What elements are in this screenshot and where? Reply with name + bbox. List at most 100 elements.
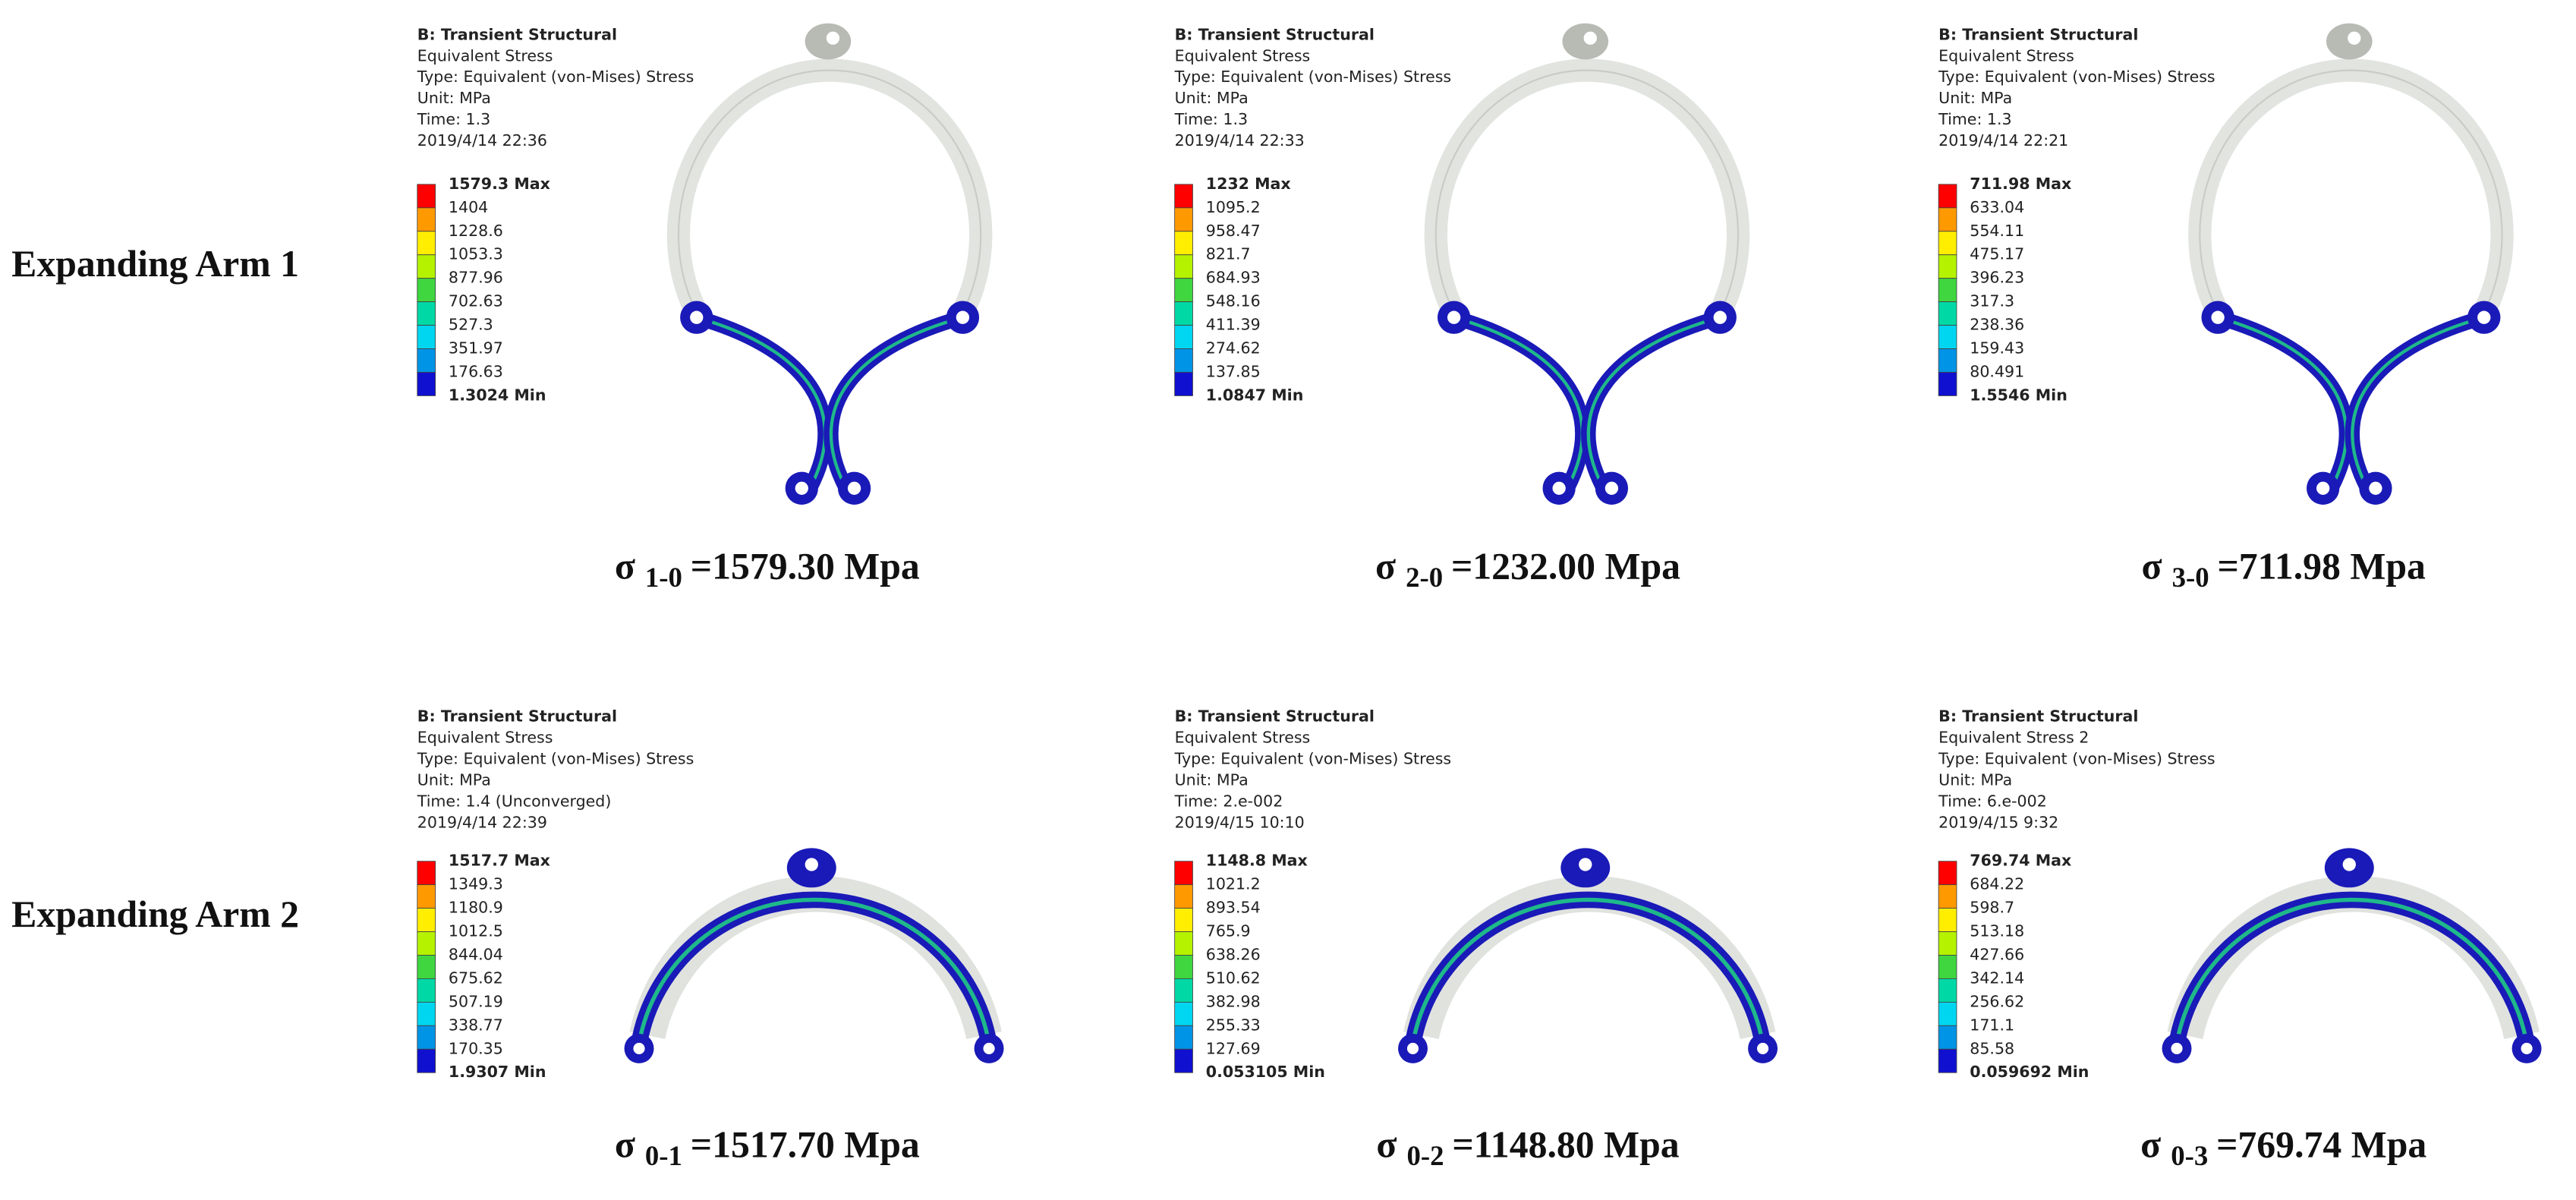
legend-label: 527.3 <box>449 316 493 334</box>
caption: σ 3-0 =711.98 Mpa <box>2142 545 2426 593</box>
legend-swatch <box>1938 955 1957 979</box>
header-line: Unit: MPa <box>1938 89 2012 107</box>
legend-swatch <box>1174 254 1193 279</box>
legend-label: 1404 <box>449 198 488 216</box>
header-line: 2019/4/15 10:10 <box>1175 813 1305 831</box>
header-line: Time: 2.e-002 <box>1174 792 1283 810</box>
header-line: Unit: MPa <box>417 89 491 107</box>
legend-swatch <box>1174 278 1193 303</box>
legend-label: 0.053105 Min <box>1206 1063 1325 1081</box>
legend-swatch <box>1174 908 1193 932</box>
hinge-hole <box>2348 31 2361 45</box>
arm-stress <box>2217 316 2348 486</box>
legend-label: 274.62 <box>1206 339 1261 357</box>
legend-swatch <box>1174 931 1193 956</box>
legend-swatch <box>1174 372 1193 396</box>
legend-swatch <box>1938 325 1957 349</box>
arm-stress <box>1453 316 1584 486</box>
legend-label: 85.58 <box>1970 1039 2014 1057</box>
legend-label: 1.5546 Min <box>1970 386 2067 404</box>
arc-ghost <box>1403 875 1776 1040</box>
header-line: Equivalent Stress <box>1175 46 1311 65</box>
legend-swatch <box>417 1025 436 1050</box>
hinge-hole <box>805 858 818 871</box>
legend-label: 684.93 <box>1206 269 1261 287</box>
header-line: Type: Equivalent (von-Mises) Stress <box>1174 750 1451 768</box>
row-label: Expanding Arm 1 <box>11 243 299 285</box>
legend-label: 0.059692 Min <box>1970 1063 2089 1081</box>
legend-swatch <box>1174 1048 1193 1073</box>
legend-label: 1.9307 Min <box>449 1063 546 1081</box>
legend-swatch <box>417 278 436 303</box>
legend-swatch <box>1174 348 1193 373</box>
result-panel: B: Transient Structural Equivalent Stress… <box>1938 23 2514 505</box>
legend-swatch <box>417 207 436 232</box>
legend-swatch <box>1938 884 1957 909</box>
header-line: 2019/4/14 22:39 <box>417 813 547 831</box>
ring-edge <box>677 69 982 313</box>
arc-ghost <box>629 875 1002 1040</box>
caption-value: =769.74 Mpa <box>2216 1123 2426 1165</box>
legend-label: 238.36 <box>1970 316 2024 334</box>
caption-value: =1579.30 Mpa <box>691 545 920 587</box>
legend-label: 513.18 <box>1970 922 2024 940</box>
legend-swatch <box>1174 1001 1193 1026</box>
legend-label: 1095.2 <box>1206 198 1261 216</box>
legend-label: 1.3024 Min <box>449 386 546 404</box>
result-panel: B: Transient Structural Equivalent Stress… <box>1938 707 2542 1081</box>
legend-swatch <box>1938 978 1957 1003</box>
eyelet-hole <box>2369 481 2382 495</box>
result-panel: B: Transient Structural Equivalent Stress… <box>417 707 1004 1081</box>
legend-label: 554.11 <box>1970 222 2024 240</box>
legend-swatch <box>1938 207 1957 232</box>
legend-label: 1579.3 Max <box>449 175 550 193</box>
legend-label: 638.26 <box>1206 945 1261 963</box>
arm-stress <box>829 316 963 486</box>
legend-swatch <box>1174 978 1193 1003</box>
legend-label: 548.16 <box>1206 292 1261 310</box>
caption-subscript: 3-0 <box>2172 562 2209 593</box>
legend-swatch <box>1938 231 1957 256</box>
legend-label: 127.69 <box>1206 1039 1261 1057</box>
header-line: B: Transient Structural <box>1175 707 1375 726</box>
caption-symbol: σ <box>615 1123 635 1165</box>
legend-label: 711.98 Max <box>1970 175 2071 193</box>
eyelet-hole <box>1552 481 1566 495</box>
eyelet-hole <box>1406 1042 1419 1054</box>
header-line: Type: Equivalent (von-Mises) Stress <box>1938 68 2215 86</box>
legend-swatch <box>1174 231 1193 256</box>
hinge-hole <box>1583 31 1597 45</box>
legend-swatch <box>417 231 436 256</box>
arm-stress <box>2351 316 2485 486</box>
ring-outer <box>1424 58 1750 318</box>
result-panel: B: Transient Structural Equivalent Stress… <box>417 23 993 505</box>
eyelet-hole <box>2521 1042 2533 1054</box>
header-line: Unit: MPa <box>1175 770 1249 789</box>
legend-swatch <box>1174 884 1193 909</box>
eyelet-hole <box>2171 1042 2183 1054</box>
header-line: Type: Equivalent (von-Mises) Stress <box>1174 68 1451 86</box>
row-label: Expanding Arm 2 <box>11 893 299 935</box>
legend-label: 255.33 <box>1206 1016 1261 1034</box>
header-line: B: Transient Structural <box>417 707 617 726</box>
legend-label: 958.47 <box>1206 222 1261 240</box>
eyelet-hole <box>956 310 970 324</box>
legend-label: 170.35 <box>449 1039 503 1057</box>
legend-label: 821.7 <box>1206 245 1251 263</box>
legend-swatch <box>417 372 436 396</box>
legend-swatch <box>417 978 436 1003</box>
legend-label: 507.19 <box>449 992 503 1010</box>
header-line: Type: Equivalent (von-Mises) Stress <box>1938 750 2215 768</box>
legend-label: 137.85 <box>1206 362 1261 380</box>
legend-label: 171.1 <box>1970 1016 2014 1034</box>
legend-swatch <box>1938 931 1957 956</box>
legend-swatch <box>1938 278 1957 303</box>
caption-value: =711.98 Mpa <box>2217 545 2426 587</box>
legend-swatch <box>417 1048 436 1073</box>
legend-swatch <box>1938 861 1957 886</box>
eyelet-hole <box>633 1042 645 1054</box>
legend-swatch <box>1938 254 1957 279</box>
header-line: 2019/4/15 9:32 <box>1938 813 2058 831</box>
legend-swatch <box>417 1001 436 1026</box>
legend-label: 1053.3 <box>449 245 503 263</box>
